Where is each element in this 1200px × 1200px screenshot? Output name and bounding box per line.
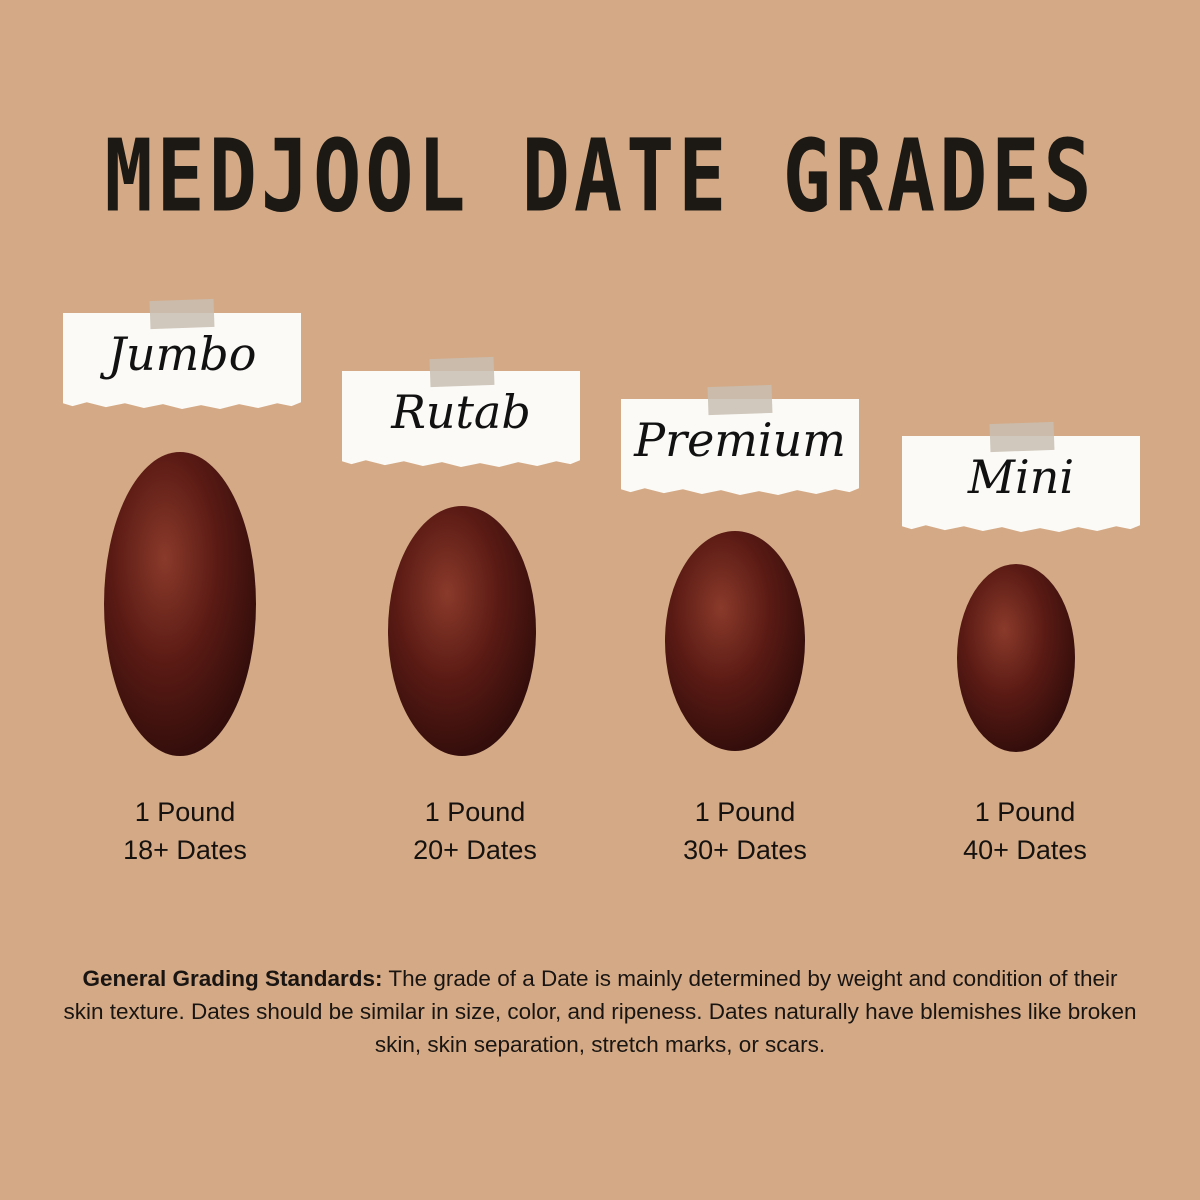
weight: 1 Pound	[134, 797, 236, 827]
tape	[149, 298, 215, 330]
caption-premium: 1 Pound 30+ Dates	[625, 793, 865, 869]
date-image-mini	[957, 564, 1075, 752]
date-image-premium	[665, 531, 805, 751]
date-image-jumbo	[104, 452, 256, 756]
label-card-jumbo: Jumbo	[63, 313, 301, 410]
count: 18+ Dates	[123, 835, 247, 865]
count: 30+ Dates	[683, 835, 807, 865]
tape	[989, 421, 1055, 453]
caption-jumbo: 1 Pound 18+ Dates	[65, 793, 305, 869]
weight: 1 Pound	[424, 797, 526, 827]
grading-standards-body: The grade of a Date is mainly determined…	[63, 966, 1137, 1057]
grade-label: Mini	[967, 450, 1075, 504]
label-card-rutab: Rutab	[342, 371, 580, 468]
label-card-mini: Mini	[902, 436, 1140, 533]
label-card-premium: Premium	[621, 399, 859, 496]
count: 20+ Dates	[413, 835, 537, 865]
grade-label: Premium	[634, 413, 846, 467]
tape	[707, 384, 773, 416]
grade-label: Rutab	[391, 385, 531, 439]
date-image-rutab	[388, 506, 536, 756]
tape	[429, 356, 495, 388]
count: 40+ Dates	[963, 835, 1087, 865]
caption-mini: 1 Pound 40+ Dates	[905, 793, 1145, 869]
page-title: MEDJOOL DATE GRADES	[104, 118, 1096, 235]
grading-standards-label: General Grading Standards:	[82, 966, 383, 991]
weight: 1 Pound	[694, 797, 796, 827]
grading-standards-text: General Grading Standards: The grade of …	[60, 962, 1140, 1061]
caption-rutab: 1 Pound 20+ Dates	[355, 793, 595, 869]
weight: 1 Pound	[974, 797, 1076, 827]
grade-label: Jumbo	[107, 327, 257, 381]
